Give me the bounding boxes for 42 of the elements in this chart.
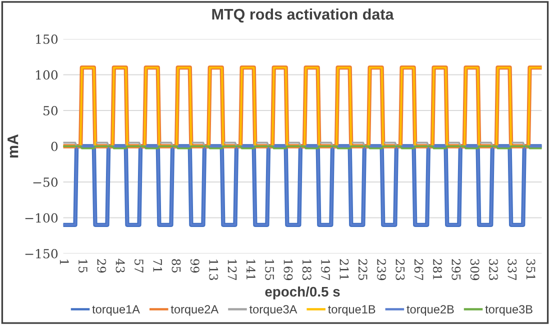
x-tick-label: 211 xyxy=(340,259,349,280)
y-tick-label: 0 xyxy=(51,142,58,152)
x-tick-label: 337 xyxy=(508,259,517,280)
y-tick-label: 50 xyxy=(44,106,58,116)
x-tick-label: 267 xyxy=(414,259,424,280)
x-tick-label: 309 xyxy=(470,259,480,280)
x-tick-label: 281 xyxy=(433,259,442,280)
x-tick-label: 43 xyxy=(116,258,125,273)
y-tick-label: −50 xyxy=(33,177,58,187)
x-tick-label: 239 xyxy=(377,259,386,280)
x-tick-label: 169 xyxy=(284,260,293,280)
x-tick-label: 323 xyxy=(489,259,498,280)
y-tick-label: −150 xyxy=(25,248,58,258)
x-tick-label: 351 xyxy=(526,259,536,280)
x-tick-label: 113 xyxy=(209,260,218,280)
x-tick-label: 85 xyxy=(172,259,181,272)
x-tick-label: 183 xyxy=(302,260,312,280)
y-axis-title: mA xyxy=(8,134,18,158)
x-tick-label: 141 xyxy=(246,260,256,280)
legend-label: torque1A xyxy=(92,305,140,316)
x-tick-label: 225 xyxy=(358,259,368,280)
y-tick-label: 100 xyxy=(36,70,58,80)
x-tick-label: 1 xyxy=(60,260,69,264)
x-tick-label: 253 xyxy=(396,259,405,280)
legend-label: torque3B xyxy=(485,305,532,316)
x-tick-label: 57 xyxy=(134,259,144,273)
x-tick-label: 71 xyxy=(153,259,162,272)
x-tick-label: 29 xyxy=(97,259,106,273)
legend-label: torque1B xyxy=(328,305,376,316)
legend-label: torque2A xyxy=(170,305,219,316)
x-tick-label: 295 xyxy=(452,259,461,280)
legend-label: torque3A xyxy=(249,305,298,316)
y-tick-label: 150 xyxy=(36,34,58,44)
y-tick-label: −100 xyxy=(25,213,58,223)
x-tick-label: 15 xyxy=(78,260,88,272)
x-tick-label: 127 xyxy=(228,260,237,280)
chart-title: MTQ rods activation data xyxy=(212,8,394,23)
x-tick-label: 155 xyxy=(265,260,274,280)
legend-label: torque2B xyxy=(406,305,454,316)
x-tick-label: 99 xyxy=(190,259,200,273)
x-axis-title: epoch/0.5 s xyxy=(265,286,340,300)
x-tick-label: 197 xyxy=(321,260,330,280)
